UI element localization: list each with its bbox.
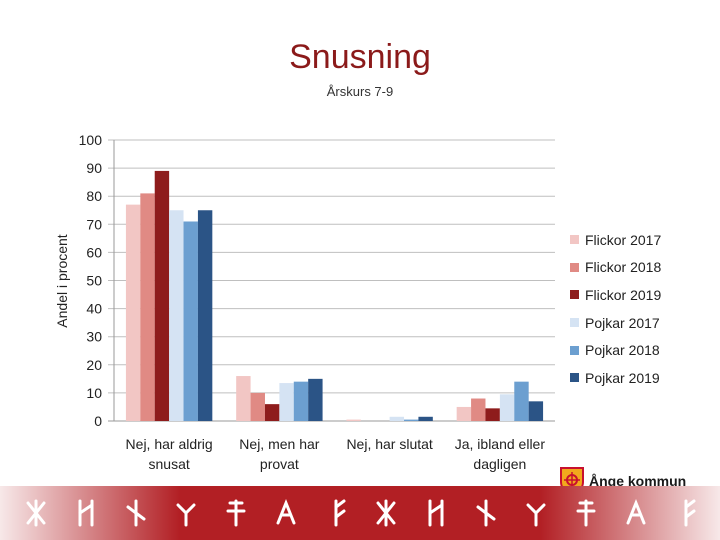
y-tick-label: 40 <box>86 301 102 317</box>
legend-swatch <box>570 235 579 245</box>
y-tick-label: 70 <box>86 216 102 232</box>
x-tick-label: snusat <box>149 456 190 472</box>
x-tick-label: Nej, har slutat <box>346 436 432 452</box>
bar <box>499 394 515 421</box>
bar <box>528 401 544 421</box>
y-tick-label: 10 <box>86 385 102 401</box>
bar <box>308 378 323 421</box>
bar <box>456 406 472 421</box>
bar <box>250 392 265 421</box>
bar <box>140 193 155 421</box>
chart-subtitle: Årskurs 7-9 <box>326 84 394 99</box>
legend-label: Pojkar 2017 <box>585 314 660 331</box>
x-tick-label: Nej, men har <box>239 436 319 452</box>
chart-legend: Flickor 2017 Flickor 2018 Flickor 2019 Pojk… <box>570 226 661 392</box>
legend-label: Flickor 2017 <box>585 231 662 248</box>
legend-swatch <box>570 262 579 272</box>
bar <box>169 210 184 421</box>
legend-label: Flickor 2018 <box>585 259 662 276</box>
bar <box>183 221 198 421</box>
bar <box>197 210 213 421</box>
bar <box>154 170 170 421</box>
chart-title: Snusning <box>289 38 431 76</box>
legend-item: Flickor 2019 <box>570 281 661 309</box>
x-tick-label: Nej, har aldrig <box>126 436 213 452</box>
legend-item: Pojkar 2017 <box>570 309 661 337</box>
bar <box>293 381 309 421</box>
legend-label: Pojkar 2018 <box>585 342 660 359</box>
bar <box>485 408 500 421</box>
bar <box>125 204 141 421</box>
x-tick-label: Ja, ibland eller <box>455 436 546 452</box>
x-tick-label: dagligen <box>473 456 526 472</box>
legend-item: Pojkar 2019 <box>570 364 661 392</box>
legend-item: Flickor 2018 <box>570 254 661 282</box>
bar <box>389 416 405 421</box>
legend-item: Flickor 2017 <box>570 226 661 254</box>
y-tick-label: 100 <box>79 132 103 148</box>
legend-swatch <box>570 290 579 300</box>
bar <box>236 376 251 421</box>
y-tick-label: 0 <box>94 413 102 429</box>
rune-pattern-icon <box>0 486 720 540</box>
y-tick-label: 90 <box>86 160 102 176</box>
y-tick-label: 60 <box>86 244 102 260</box>
legend-item: Pojkar 2018 <box>570 336 661 364</box>
y-tick-label: 20 <box>86 357 102 373</box>
bar <box>418 416 433 421</box>
legend-swatch <box>570 373 579 383</box>
x-tick-label: provat <box>260 456 299 472</box>
logo-text: Ånge kommun <box>589 473 687 489</box>
legend-label: Pojkar 2019 <box>585 369 660 386</box>
bar <box>404 419 419 421</box>
y-tick-label: 30 <box>86 329 102 345</box>
bar <box>346 419 361 421</box>
bar <box>514 381 529 421</box>
legend-label: Flickor 2019 <box>585 286 662 303</box>
legend-swatch <box>570 318 579 328</box>
bar <box>279 383 294 421</box>
bar <box>264 404 280 421</box>
legend-swatch <box>570 345 579 355</box>
y-tick-label: 80 <box>86 188 102 204</box>
y-tick-label: 50 <box>86 273 102 289</box>
bar <box>471 398 486 421</box>
